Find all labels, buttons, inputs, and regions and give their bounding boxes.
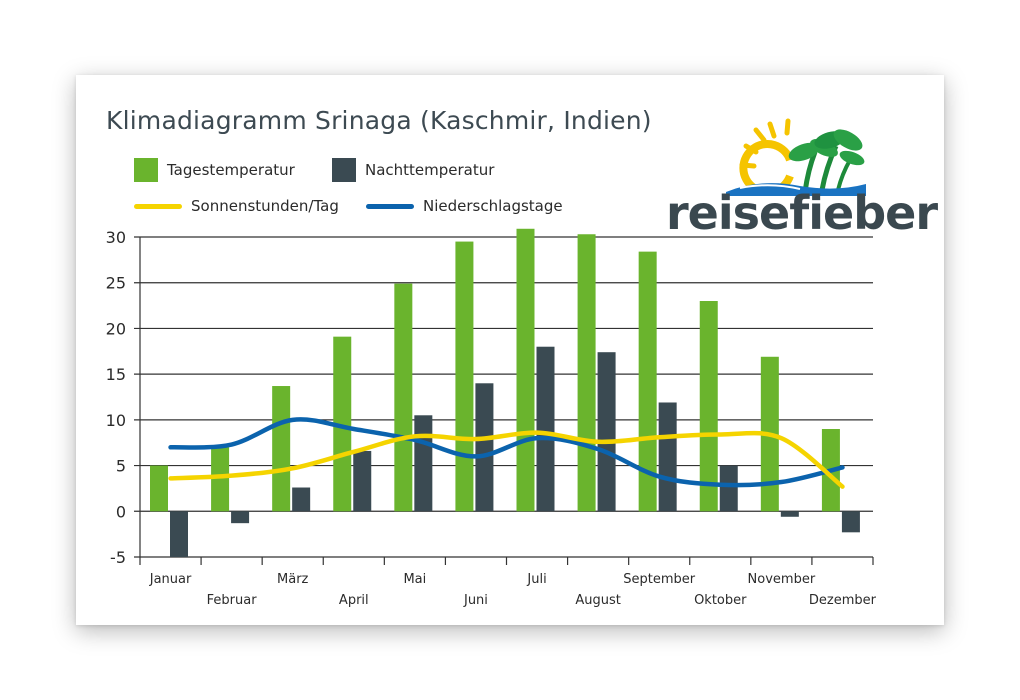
bar-day-temp: [699, 301, 718, 512]
legend-label-sunshine: Sonnenstunden/Tag: [191, 197, 339, 215]
legend-label-rain-days: Niederschlagstage: [423, 197, 563, 215]
x-tick-label: Februar: [207, 593, 258, 608]
x-tick-label: August: [575, 593, 621, 608]
x-tick-label: Dezember: [809, 593, 877, 608]
bar-night-temp: [292, 487, 311, 512]
bar-day-temp: [638, 251, 657, 512]
y-axis-ticks: 30 25 20 15 10 5 0 -5: [106, 228, 126, 567]
y-tick-label: 20: [106, 319, 126, 338]
y-tick-label: 30: [106, 228, 126, 247]
x-tick-label: Juli: [526, 572, 546, 587]
y-tick-label: -5: [110, 548, 126, 567]
bar-night-temp: [231, 511, 250, 524]
bar-night-temp: [658, 402, 677, 512]
line-rain-days: [168, 417, 845, 488]
bar-night-temp: [719, 465, 738, 512]
bar-day-temp: [394, 283, 413, 512]
legend-swatch-night-temp: [332, 158, 356, 182]
y-tick-label: 25: [106, 274, 126, 293]
waves-icon: [726, 183, 866, 196]
legend-swatch-day-temp: [134, 158, 158, 182]
legend-label-night-temp: Nachttemperatur: [365, 161, 495, 179]
x-axis: Januar Februar März April Mai Juni Juli AugustS…: [139, 557, 877, 608]
x-tick-label: Oktober: [694, 593, 747, 608]
legend-swatch-sunshine: [134, 203, 182, 209]
legend-item-sunshine: Sonnenstunden/Tag: [134, 197, 339, 215]
bar-day-temp: [333, 336, 352, 512]
bar-night-temp: [170, 511, 188, 557]
bar-night-temp: [841, 511, 860, 533]
x-tick-label: September: [623, 572, 696, 587]
bar-night-temp: [475, 383, 494, 512]
x-tick-label: Juni: [463, 593, 488, 608]
palm-trees-icon: [788, 129, 865, 193]
bar-day-temp: [272, 386, 291, 512]
bar-day-temp: [577, 234, 596, 512]
legend-item-rain-days: Niederschlagstage: [366, 197, 563, 215]
bar-night-temp: [597, 352, 616, 512]
bar-day-temp: [516, 228, 535, 512]
y-tick-label: 5: [116, 457, 126, 476]
legend-swatch-rain-days: [366, 203, 414, 209]
legend-item-night-temp: Nachttemperatur: [332, 158, 494, 182]
bar-day-temp: [455, 241, 474, 512]
bar-day-temp: [211, 447, 230, 512]
bar-day-temp: [150, 465, 168, 512]
chart-lines: [168, 417, 845, 489]
legend-label-day-temp: Tagestemperatur: [167, 161, 295, 179]
brand-wordmark: reisefieber: [666, 186, 938, 240]
chart-card: [76, 75, 944, 625]
chart-bars: [150, 228, 860, 557]
x-tick-label: April: [339, 593, 369, 608]
chart-grid: [134, 236, 873, 558]
bar-night-temp: [536, 346, 555, 512]
line-sunshine: [168, 430, 845, 489]
bar-night-temp: [353, 450, 372, 512]
y-tick-label: 0: [116, 502, 126, 521]
chart-title: Klimadiagramm Srinaga (Kaschmir, Indien): [106, 106, 652, 135]
y-tick-label: 10: [106, 411, 126, 430]
y-tick-label: 15: [106, 365, 126, 384]
legend-item-day-temp: Tagestemperatur: [134, 158, 295, 182]
x-tick-label: März: [277, 572, 309, 587]
x-tick-label: Januar: [149, 572, 192, 587]
x-tick-label: Mai: [403, 572, 426, 587]
bar-night-temp: [414, 415, 433, 512]
x-tick-label: November: [748, 572, 816, 587]
bar-night-temp: [780, 511, 799, 517]
